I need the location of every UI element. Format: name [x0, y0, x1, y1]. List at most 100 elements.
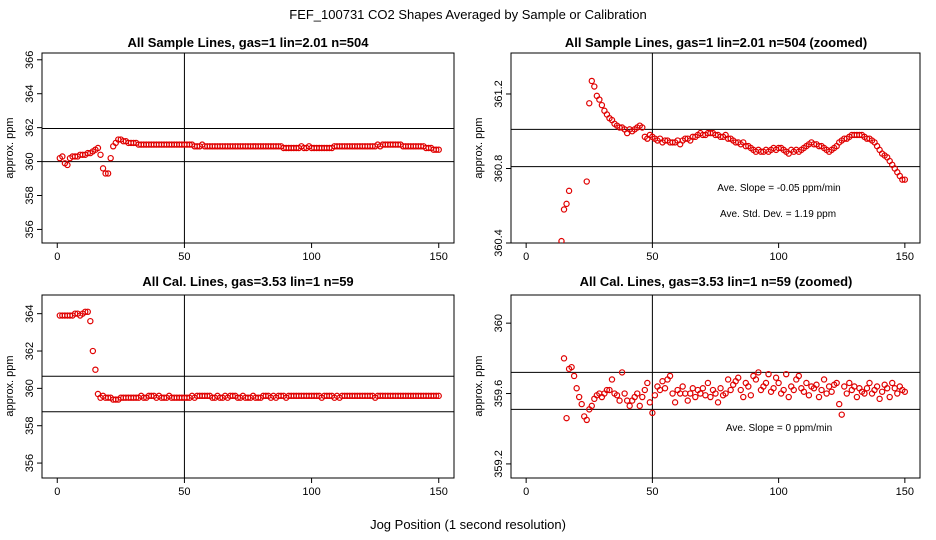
figure-xlabel: Jog Position (1 second resolution): [370, 517, 566, 532]
x-tick-label: 0: [523, 251, 529, 263]
data-point: [563, 200, 570, 208]
data-point: [702, 392, 709, 399]
data-point: [94, 144, 102, 152]
data-points: [56, 308, 442, 403]
plot-frame: [510, 294, 921, 479]
data-point: [666, 372, 674, 380]
data-point: [641, 386, 649, 394]
data-point: [591, 83, 598, 90]
x-tick-label: 0: [54, 251, 60, 263]
y-tick-label: 360.4: [493, 229, 505, 257]
x-tick-label: 100: [769, 486, 787, 498]
x-tick-label: 0: [54, 486, 60, 498]
data-point: [704, 379, 712, 387]
data-point: [790, 386, 797, 394]
annotation-ave-std-dev: Ave. Std. Dev. = 1.19 ppm: [720, 209, 836, 220]
data-point: [876, 395, 883, 403]
data-point: [59, 153, 66, 160]
data-point: [682, 390, 689, 397]
data-point: [107, 154, 114, 162]
data-point: [800, 388, 808, 395]
data-point: [671, 399, 679, 406]
y-tick-label: 366: [24, 51, 36, 69]
data-point: [699, 385, 707, 392]
data-point: [99, 165, 107, 172]
data-point: [755, 369, 762, 376]
data-point: [621, 390, 628, 397]
panel-sample-lines: All Sample Lines, gas=1 lin=2.01 n=504 a…: [4, 35, 455, 263]
x-tick-label: 150: [430, 251, 448, 263]
x-tick-label: 150: [896, 251, 914, 263]
data-point: [891, 385, 898, 392]
x-tick-label: 100: [302, 251, 320, 263]
data-point: [435, 146, 442, 153]
data-point: [883, 385, 891, 392]
panel-title: All Sample Lines, gas=1 lin=2.01 n=504: [128, 35, 370, 50]
x-tick-label: 50: [178, 251, 190, 263]
y-tick-label: 358: [24, 186, 36, 204]
data-point: [805, 392, 813, 399]
data-point: [432, 392, 440, 400]
y-axis-label: approx. ppm: [473, 355, 485, 416]
data-point: [780, 386, 787, 394]
y-tick-label: 358: [24, 417, 36, 435]
data-point: [886, 393, 893, 401]
data-point: [679, 383, 686, 390]
figure-suptitle: FEF_100731 CO2 Shapes Averaged by Sample…: [289, 7, 646, 22]
data-point: [563, 414, 570, 422]
data-point: [714, 399, 722, 406]
data-point: [866, 379, 873, 387]
y-tick-label: 356: [24, 220, 36, 238]
data-point: [747, 392, 755, 399]
data-point: [843, 390, 850, 397]
data-point: [770, 385, 777, 392]
y-tick-label: 359.6: [493, 380, 505, 408]
data-point: [692, 393, 699, 401]
data-point: [752, 376, 760, 383]
data-points: [558, 77, 909, 243]
data-point: [560, 355, 568, 362]
data-point: [639, 393, 646, 401]
data-point: [707, 393, 714, 401]
x-tick-label: 150: [430, 486, 448, 498]
plot-frame: [510, 52, 921, 244]
x-tick-label: 150: [896, 486, 914, 498]
data-point: [846, 379, 853, 387]
data-point: [775, 379, 782, 387]
data-point: [92, 366, 99, 373]
data-point: [899, 176, 906, 183]
data-point: [661, 385, 669, 392]
data-point: [745, 383, 752, 390]
data-point: [613, 392, 621, 399]
y-tick-label: 364: [24, 85, 36, 103]
data-point: [575, 393, 583, 401]
data-point: [901, 388, 909, 395]
x-tick-label: 50: [178, 486, 190, 498]
data-point: [588, 77, 595, 85]
data-point: [588, 402, 595, 410]
data-point: [578, 400, 585, 408]
data-point: [97, 151, 104, 158]
data-point: [782, 370, 790, 378]
data-point: [724, 376, 732, 383]
plot-frame: [41, 52, 455, 244]
y-axis-label: approx. ppm: [473, 117, 485, 178]
data-point: [618, 369, 626, 376]
data-point: [722, 390, 729, 397]
data-point: [64, 161, 71, 169]
data-point: [740, 393, 747, 401]
x-tick-label: 0: [523, 486, 529, 498]
data-point: [573, 385, 580, 392]
data-point: [878, 388, 886, 395]
x-tick-label: 50: [646, 251, 658, 263]
data-point: [894, 390, 901, 397]
y-tick-label: 360.8: [493, 155, 505, 183]
panel-cal-lines-zoomed: All Cal. Lines, gas=3.53 lin=1 n=59 (zoo…: [473, 274, 921, 498]
data-point: [727, 386, 734, 394]
data-point: [623, 397, 631, 404]
data-point: [813, 381, 820, 388]
y-tick-label: 360: [24, 379, 36, 397]
y-tick-label: 361.2: [493, 80, 505, 108]
data-point: [659, 378, 666, 385]
